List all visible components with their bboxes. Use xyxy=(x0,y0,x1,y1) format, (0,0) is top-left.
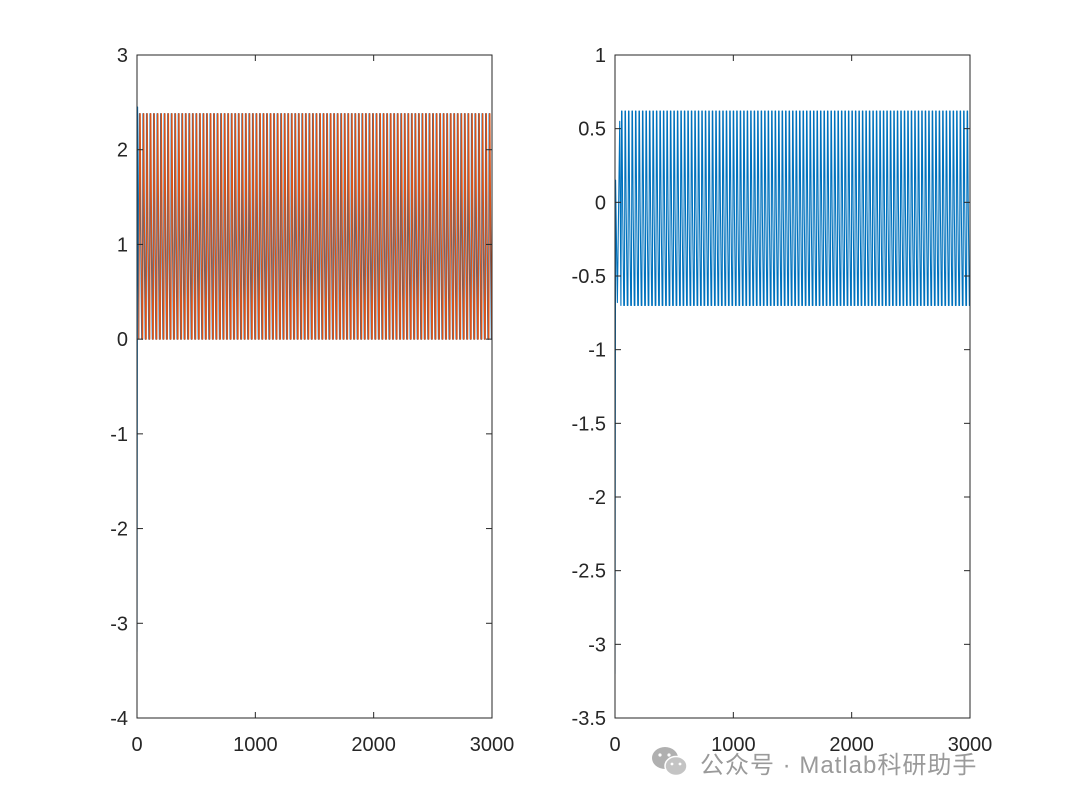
y-tick-label: -2 xyxy=(588,487,606,509)
y-tick-label: -1 xyxy=(110,424,128,446)
x-tick-label: 0 xyxy=(131,734,142,756)
y-tick-label: -3 xyxy=(110,613,128,635)
x-tick-label: 3000 xyxy=(470,734,515,756)
y-tick-label: 0 xyxy=(117,329,128,351)
y-tick-label: 1 xyxy=(117,234,128,256)
x-tick-label: 2000 xyxy=(351,734,396,756)
y-tick-label: 0.5 xyxy=(578,119,606,141)
watermark: 公众号 · Matlab科研助手 xyxy=(650,742,977,782)
series-group xyxy=(615,110,970,674)
x-tick-label: 1000 xyxy=(233,734,278,756)
axes-box xyxy=(614,54,971,719)
series-line-2 xyxy=(138,113,492,340)
series-line-1 xyxy=(615,110,970,674)
x-tick-label: 1000 xyxy=(711,734,756,756)
y-tick-label: 1 xyxy=(595,45,606,67)
x-tick-label: 0 xyxy=(609,734,620,756)
x-tick-label: 2000 xyxy=(829,734,874,756)
y-tick-label: -2 xyxy=(110,519,128,541)
y-tick-label: -2.5 xyxy=(572,561,606,583)
x-tick-label: 3000 xyxy=(948,734,993,756)
y-tick-label: -0.5 xyxy=(572,266,606,288)
wechat-icon xyxy=(652,747,688,777)
y-tick-label: -1 xyxy=(588,340,606,362)
y-tick-label: -4 xyxy=(110,708,128,730)
left-axes: 0 1000 2000 3000 -4 -3 -2 -1 0 1 2 3 xyxy=(110,45,514,756)
y-tick-label: 2 xyxy=(117,140,128,162)
y-tick-label: -1.5 xyxy=(572,413,606,435)
series-group xyxy=(137,106,492,652)
y-tick-label: 0 xyxy=(595,192,606,214)
y-tick-label: -3.5 xyxy=(572,708,606,730)
y-tick-label: 3 xyxy=(117,45,128,67)
y-tick-label: -3 xyxy=(588,634,606,656)
right-axes: 0 1000 2000 3000 -3.5 -3 -2.5 -2 -1.5 -1 -0.5 0 0.5 1 xyxy=(572,45,993,756)
axes-box xyxy=(136,54,493,719)
watermark-text: 公众号 · Matlab科研助手 xyxy=(700,751,978,779)
